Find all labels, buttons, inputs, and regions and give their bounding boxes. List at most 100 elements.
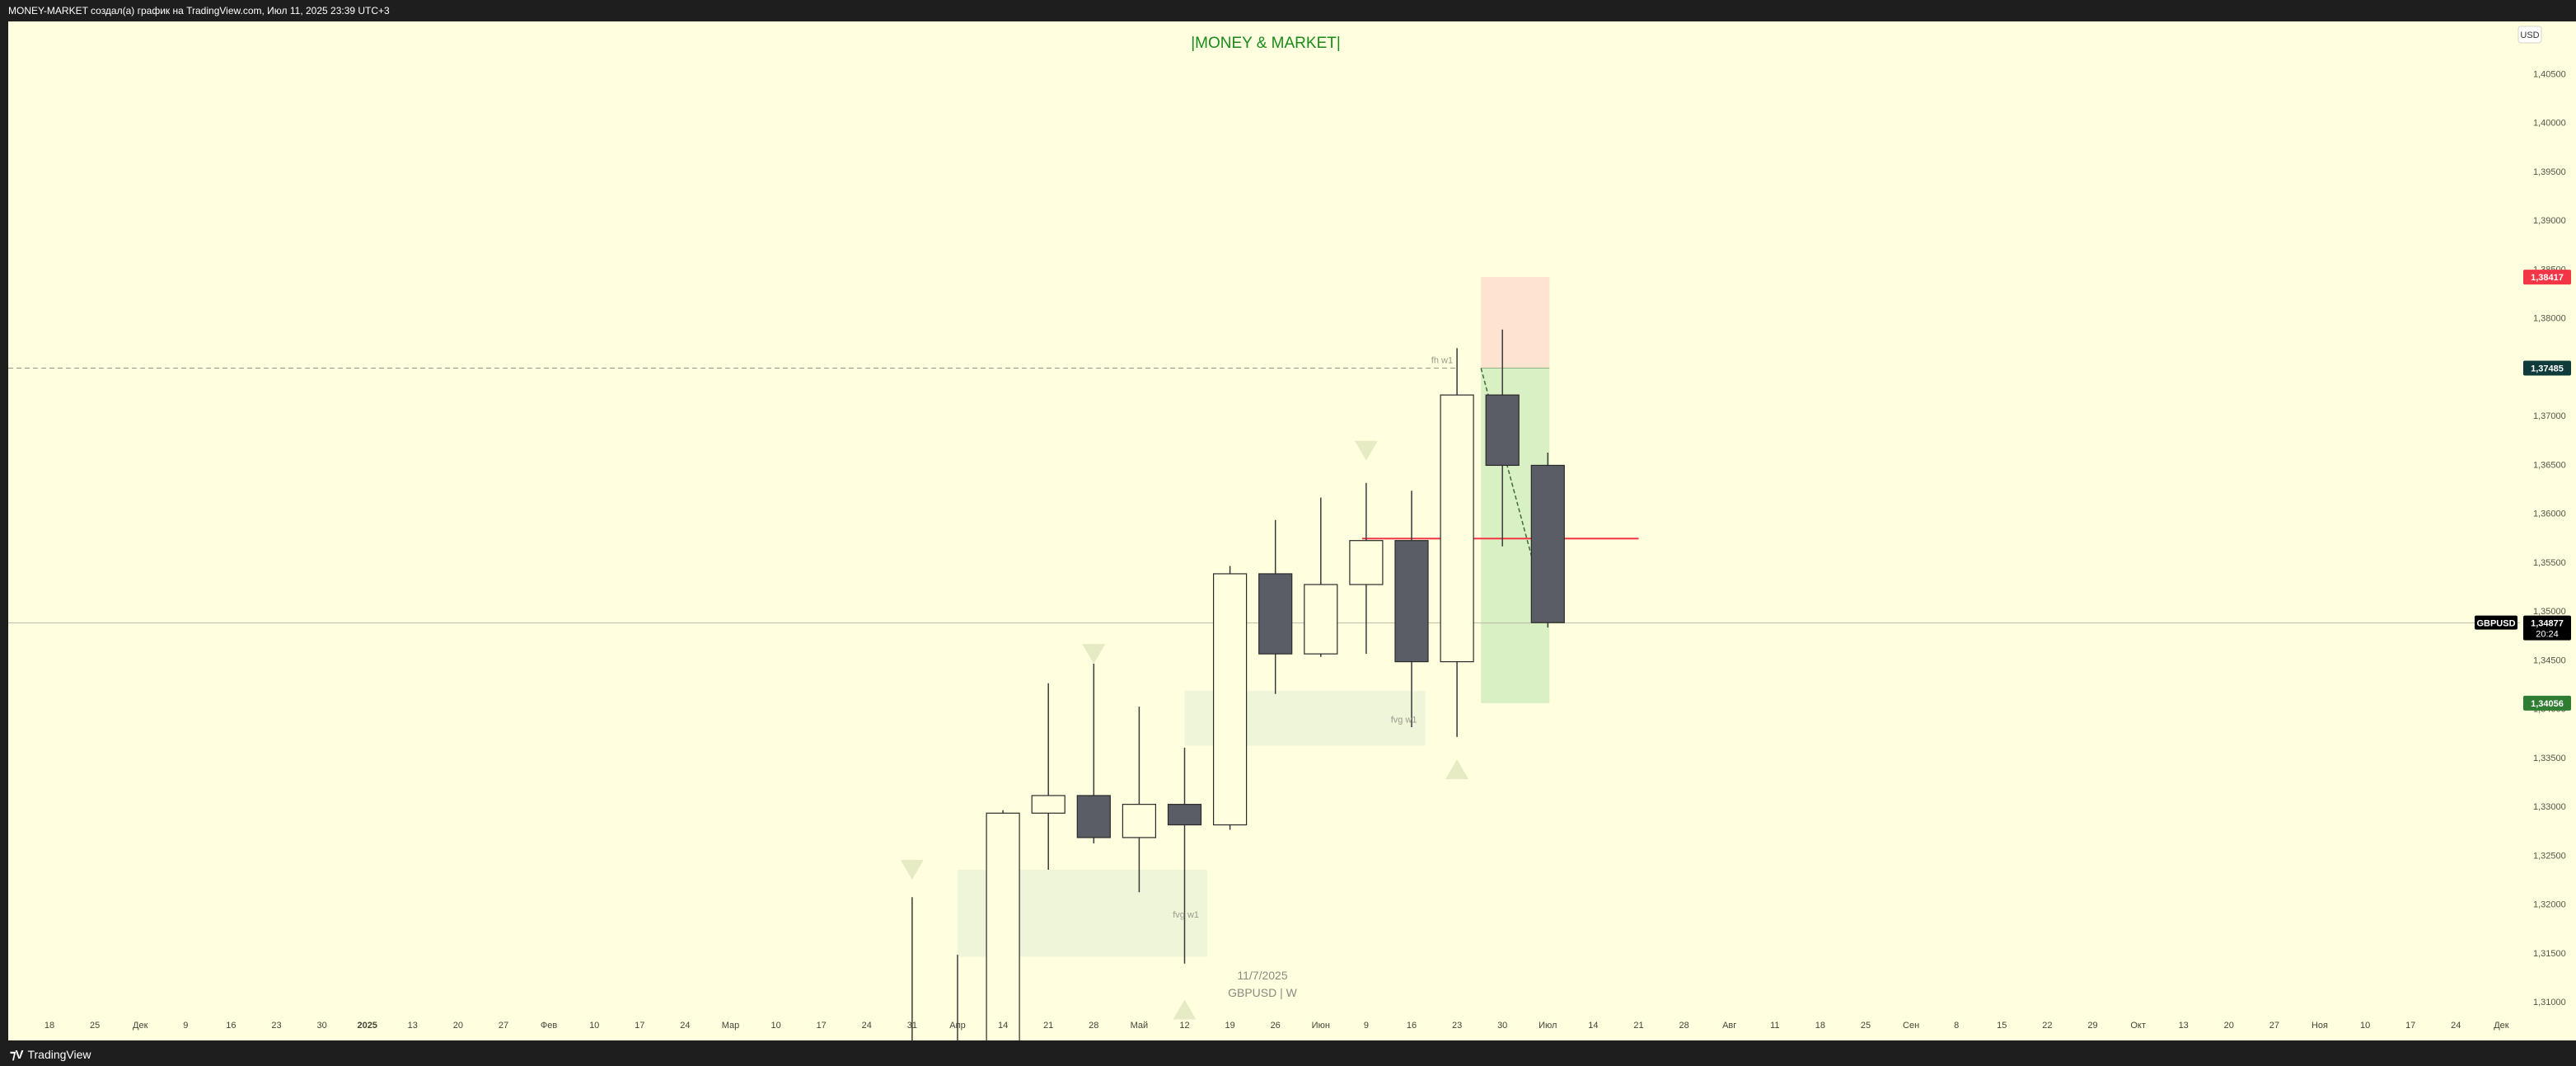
candle-bull[interactable] (1304, 584, 1338, 655)
symbol-tag[interactable] (2475, 615, 2517, 630)
top-caption-bar: MONEY-MARKET создал(а) график на Trading… (0, 0, 2576, 21)
chart-title: |MONEY & MARKET| (1191, 35, 1341, 52)
symbol-tag-label: GBPUSD (2476, 619, 2515, 629)
time-tick-label: 28 (1089, 1021, 1098, 1031)
time-tick-label: 17 (635, 1021, 644, 1031)
time-tick-label: 20 (453, 1021, 463, 1031)
time-tick-label: 24 (2451, 1021, 2461, 1031)
chart-background (8, 21, 2576, 1040)
time-tick-label: 10 (770, 1021, 780, 1031)
fh-level-label: fh w1 (1431, 356, 1453, 366)
time-tick-label: 13 (408, 1021, 418, 1031)
time-tick-label: Ноя (2311, 1021, 2328, 1031)
price-tick-label: 1,35500 (2533, 558, 2566, 568)
time-tick-label: Окт (2130, 1021, 2146, 1031)
time-tick-label: 17 (2405, 1021, 2415, 1031)
countdown-label: 20:24 (2536, 630, 2559, 640)
time-tick-label: 27 (2269, 1021, 2279, 1031)
price-tick-label: 1,36000 (2533, 510, 2566, 519)
candle-bear[interactable] (1530, 464, 1565, 623)
candle-bear[interactable] (1076, 795, 1111, 838)
time-tick-label: 9 (1364, 1021, 1369, 1031)
time-tick-label: 14 (998, 1021, 1008, 1031)
time-tick-label: 26 (1271, 1021, 1281, 1031)
time-tick-label: 22 (2042, 1021, 2052, 1031)
time-tick-label: 25 (1861, 1021, 1871, 1031)
time-tick-label: 9 (183, 1021, 188, 1031)
tradingview-brand[interactable]: ⁊V TradingView (10, 1047, 91, 1062)
time-tick-label: 29 (2087, 1021, 2097, 1031)
currency-box[interactable] (2517, 26, 2542, 44)
candle-bull[interactable] (1122, 804, 1157, 838)
price-chart[interactable]: fvg w1 fvg w1 fh w1 1,31000 1,31500 1,32000 1… (8, 21, 2576, 1059)
current-price-tag[interactable] (2523, 615, 2571, 641)
time-tick-label: 10 (2360, 1021, 2370, 1031)
time-tick-label: 15 (1997, 1021, 2007, 1031)
price-tick-label: 1,39000 (2533, 216, 2566, 226)
price-tick-label: 1,36500 (2533, 460, 2566, 470)
price-tick-label: 1,33000 (2533, 802, 2566, 812)
bottom-branding-bar: ⁊V TradingView (0, 1040, 2576, 1066)
price-tick-label: 1,32000 (2533, 900, 2566, 910)
time-tick-label: 23 (271, 1021, 281, 1031)
price-tick-label: 1,33500 (2533, 754, 2566, 763)
position-target-zone[interactable] (1481, 277, 1550, 369)
brand-label: TradingView (27, 1048, 91, 1061)
time-tick-label: Май (1131, 1021, 1149, 1031)
time-tick-label: 8 (1954, 1021, 1959, 1031)
time-tick-label: 25 (90, 1021, 100, 1031)
time-tick-label: 12 (1179, 1021, 1189, 1031)
price-tick-label: 1,40000 (2533, 119, 2566, 129)
time-tick-label: 11 (1770, 1021, 1779, 1031)
candle-bear[interactable] (1167, 804, 1202, 826)
candle-bull[interactable] (1031, 795, 1066, 814)
candle-bear[interactable] (1485, 394, 1520, 467)
marker-up-triangle (1173, 999, 1197, 1020)
price-tick-label: 1,34500 (2533, 655, 2566, 665)
tradingview-logo-icon: ⁊V (10, 1048, 24, 1062)
time-tick-label: 20 (2224, 1021, 2234, 1031)
time-tick-label: Фев (541, 1021, 557, 1031)
time-tick-label: 18 (1815, 1021, 1825, 1031)
time-tick-label: Июл (1539, 1021, 1557, 1031)
time-tick-label: 21 (1633, 1021, 1643, 1031)
price-tick-label: 1,32500 (2533, 851, 2566, 861)
candle-bull[interactable] (986, 812, 1020, 1045)
price-tick-label: 1,38000 (2533, 314, 2566, 324)
candle-bear[interactable] (1394, 540, 1429, 663)
time-tick-label: Сен (1903, 1021, 1919, 1031)
time-tick-label: Мар (722, 1021, 740, 1031)
time-tick-label: 21 (1043, 1021, 1053, 1031)
time-tick-label: 30 (1497, 1021, 1507, 1031)
time-tick-label: 2025 (357, 1021, 377, 1031)
marker-down-triangle (1354, 440, 1378, 461)
price-tick-label: 1,31000 (2533, 998, 2566, 1007)
price-tick-label: 1,37000 (2533, 411, 2566, 421)
time-tick-label: 10 (589, 1021, 599, 1031)
chart-area[interactable]: fvg w1 fvg w1 fh w1 1,31000 1,31500 1,32000 1… (8, 21, 2576, 1059)
time-tick-label: 19 (1225, 1021, 1234, 1031)
time-tick-label: 24 (862, 1021, 872, 1031)
price-tick-label: 1,31500 (2533, 949, 2566, 959)
time-tick-label: Апр (949, 1021, 965, 1031)
current-price-tag-label: 1,34877 (2531, 619, 2564, 629)
time-tick-label: Июн (1312, 1021, 1330, 1031)
candle-bear[interactable] (1258, 573, 1293, 655)
time-tick-label: Авг (1722, 1021, 1736, 1031)
price-tick-label: 1,40500 (2533, 69, 2566, 79)
candle-bull[interactable] (1440, 394, 1474, 663)
marker-down-triangle (900, 860, 924, 881)
stop-price-tag[interactable] (2523, 695, 2571, 711)
price-tick-label: 1,35000 (2533, 607, 2566, 617)
time-tick-label: 27 (499, 1021, 508, 1031)
entry-price-tag-label: 1,37485 (2531, 364, 2564, 374)
candle-bull[interactable] (1349, 540, 1384, 585)
fvg-label: fvg w1 (1173, 910, 1199, 920)
candle-bull[interactable] (1212, 573, 1248, 826)
time-tick-label: 18 (44, 1021, 54, 1031)
price-tick-label: 1,39500 (2533, 167, 2566, 177)
entry-price-tag[interactable] (2523, 360, 2571, 376)
target-price-tag-label: 1,38417 (2531, 273, 2564, 283)
target-price-tag[interactable] (2523, 270, 2571, 285)
fvg-label: fvg w1 (1391, 715, 1417, 725)
